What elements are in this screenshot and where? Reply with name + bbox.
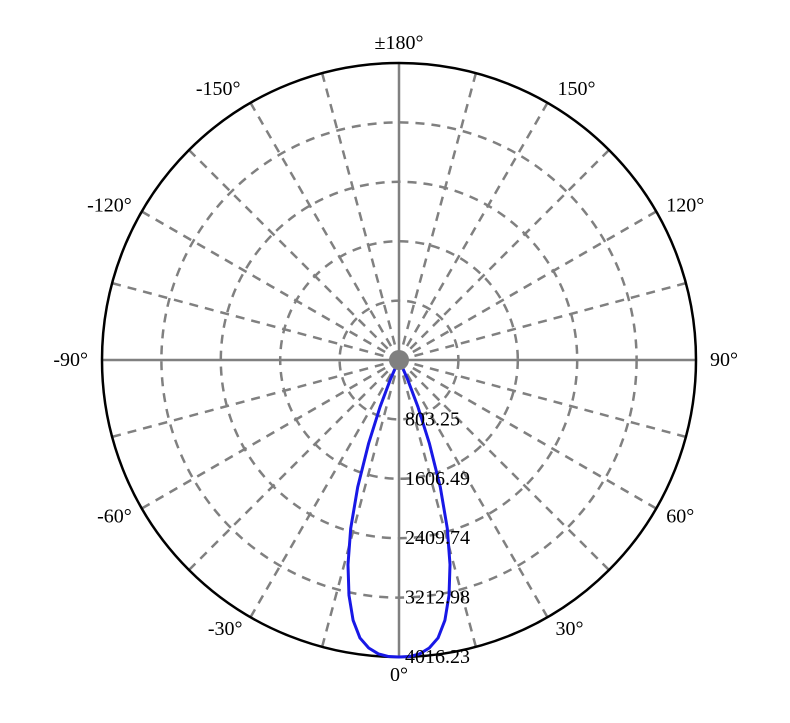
radial-label: 803.25	[405, 408, 460, 430]
radial-label: 2409.74	[405, 527, 470, 549]
center-dot	[389, 350, 409, 370]
angle-label: -90°	[53, 349, 88, 371]
angle-label: ±180°	[375, 32, 424, 54]
angle-label: -60°	[97, 506, 132, 528]
radial-label: 3212.98	[405, 587, 470, 609]
angle-label: 60°	[666, 506, 694, 528]
angle-label: -30°	[208, 618, 243, 640]
angle-label: 120°	[666, 195, 704, 217]
radial-label: 4016.23	[405, 646, 470, 668]
polar-chart: ±180° -150° 150° -120° 120° -90° 90° -60° 60° -30…	[0, 0, 790, 723]
angle-label: -150°	[196, 78, 241, 100]
angle-label: 30°	[556, 618, 584, 640]
angle-label: 90°	[710, 349, 738, 371]
radial-label: 1606.49	[405, 468, 470, 490]
angle-label: -120°	[87, 195, 132, 217]
angle-label: 150°	[558, 78, 596, 100]
